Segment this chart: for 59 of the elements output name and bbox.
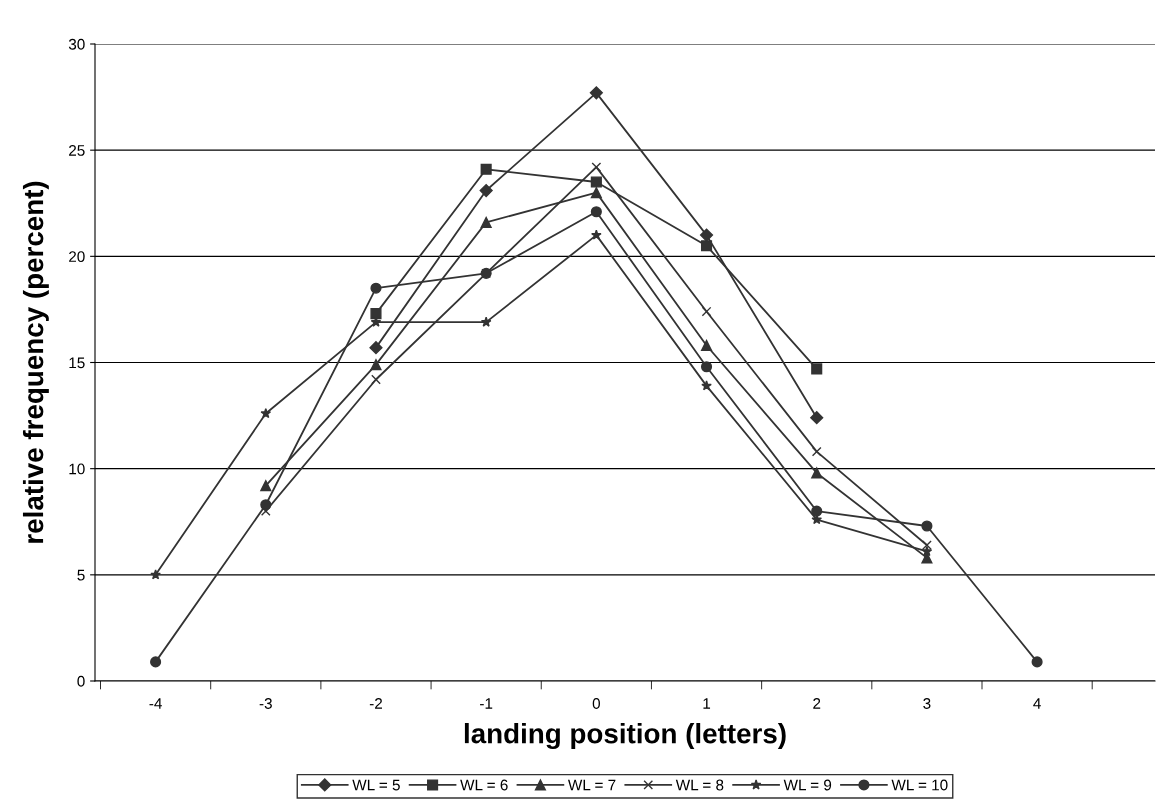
point — [811, 363, 823, 375]
point — [589, 86, 603, 100]
point — [701, 380, 712, 391]
y-tick-label: 10 — [69, 463, 85, 475]
x-tick-label: 3 — [923, 698, 931, 709]
y-tick-label: 20 — [69, 251, 85, 263]
x-tick-label: 4 — [1033, 698, 1041, 709]
point — [810, 411, 824, 425]
point — [370, 359, 382, 371]
point — [480, 316, 492, 327]
point — [811, 505, 823, 517]
point — [260, 499, 272, 511]
point — [921, 520, 933, 532]
point — [700, 361, 713, 373]
legend-label: WL = 6 — [460, 779, 508, 791]
point — [811, 446, 822, 457]
x-tick-label: 0 — [592, 698, 600, 709]
point — [369, 341, 383, 355]
x-tick-label: -2 — [369, 698, 382, 709]
point — [701, 306, 712, 317]
x-axis-title: landing position (letters) — [464, 723, 786, 750]
point — [479, 183, 493, 198]
x-tick-label: 2 — [813, 698, 821, 709]
point — [150, 656, 162, 668]
point — [480, 216, 492, 228]
y-tick-label: 5 — [77, 569, 85, 581]
point — [260, 480, 272, 492]
point — [700, 339, 713, 352]
point — [150, 569, 161, 580]
point — [590, 206, 602, 218]
legend-label: WL = 10 — [891, 779, 948, 791]
point — [260, 407, 272, 419]
legend-label: WL = 5 — [352, 779, 400, 791]
point — [590, 176, 602, 188]
legend-label: WL = 8 — [675, 779, 724, 791]
y-tick-label: 15 — [69, 357, 85, 369]
point — [370, 308, 382, 320]
point — [1031, 656, 1043, 668]
y-tick-label: 0 — [77, 675, 85, 687]
y-axis-title: relative frequency (percent) — [22, 181, 49, 543]
point — [922, 540, 932, 550]
y-tick-label: 30 — [68, 38, 85, 50]
point — [480, 163, 492, 175]
point — [700, 240, 713, 252]
point — [371, 374, 381, 385]
x-tick-label: -3 — [259, 698, 272, 709]
point — [370, 282, 382, 294]
point — [921, 545, 933, 557]
point — [591, 162, 602, 173]
point — [699, 228, 714, 242]
point — [590, 187, 602, 199]
x-tick-label: -1 — [480, 698, 493, 709]
legend-label: WL = 9 — [783, 779, 832, 791]
legend-label: WL = 7 — [567, 779, 616, 791]
x-tick-label: 1 — [703, 698, 711, 709]
point — [591, 229, 602, 240]
y-tick-label: 25 — [69, 145, 85, 156]
point — [811, 467, 823, 479]
x-tick-label: -4 — [149, 698, 162, 709]
